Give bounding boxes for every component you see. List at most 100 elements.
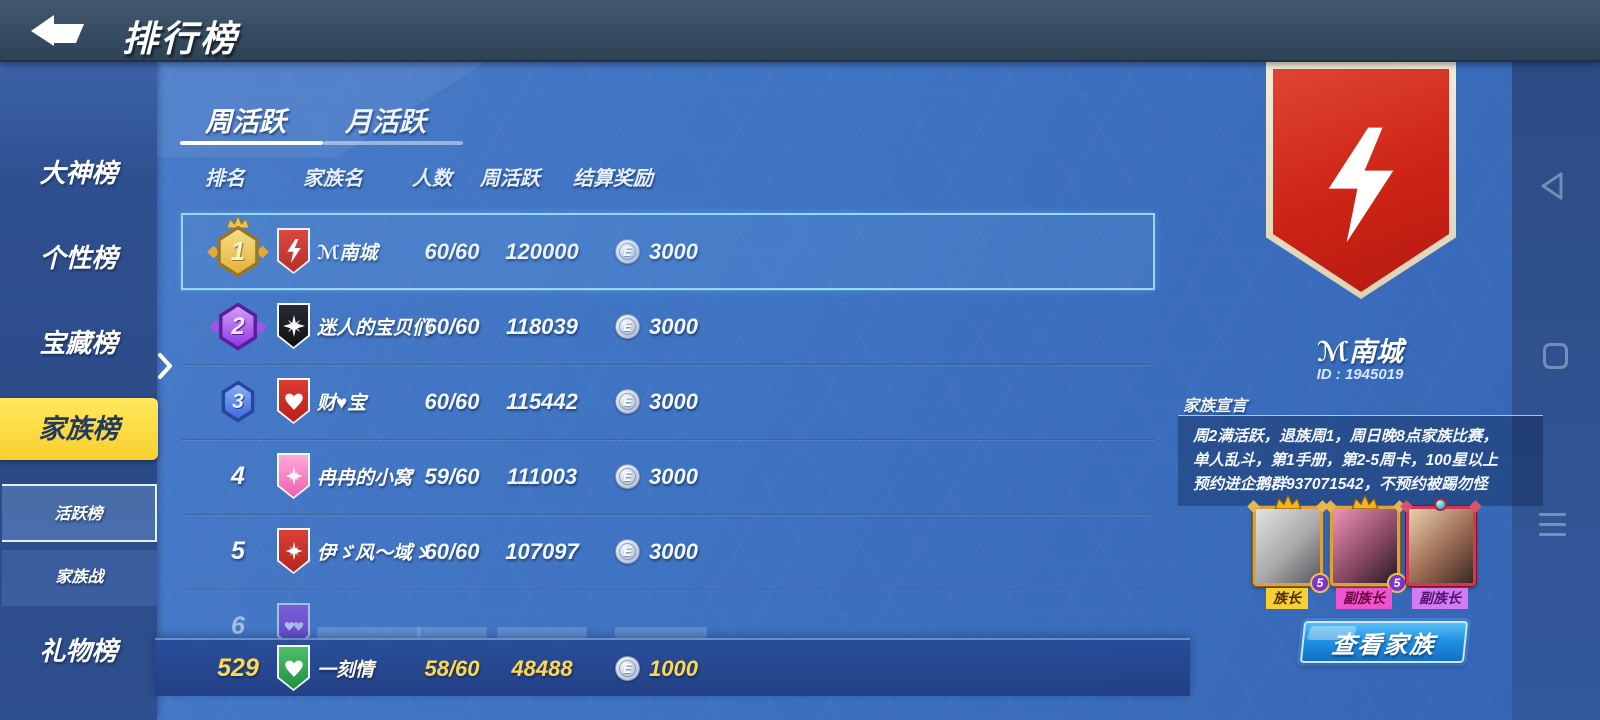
clan-weekly-active: 107097: [505, 538, 579, 564]
rank-number: 6: [231, 612, 245, 640]
my-clan-reward: E 1000: [615, 631, 698, 706]
manifesto-divider: [1178, 415, 1543, 416]
red-avatar-frame: [1406, 506, 1476, 586]
my-clan-row[interactable]: 529 一刻情 58/60 48488 E 1000: [155, 638, 1190, 696]
role-label-vice-leader: 副族长: [1336, 588, 1392, 609]
column-header-reward: 结算奖励: [573, 168, 653, 190]
my-clan-weekly-active: 48488: [511, 655, 573, 681]
e-coin-icon: E: [615, 239, 640, 264]
clan-name: ℳ南城: [317, 243, 378, 264]
column-header-members: 人数: [412, 168, 452, 190]
sidebar-item-gift-rank[interactable]: 礼物榜: [39, 636, 118, 666]
clan-name: 伊ゞ风〜域ゞ: [317, 543, 432, 564]
rank-number: 5: [231, 537, 245, 565]
clan-members: 60/60: [424, 238, 480, 264]
clan-reward: E 3000: [615, 289, 698, 364]
crown-icon: [1351, 494, 1379, 509]
column-header-clan-name: 家族名: [303, 168, 363, 190]
view-clan-button[interactable]: 查看家族: [1299, 621, 1469, 663]
clan-panel-name: ℳ南城: [1317, 337, 1403, 367]
clipped-text: [615, 627, 707, 638]
nav-recent-icon[interactable]: [1543, 343, 1568, 369]
level-badge: 5: [1310, 573, 1330, 593]
manifesto-box: [1178, 416, 1543, 506]
column-header-rank: 排名: [205, 168, 245, 190]
sidebar-subitem-clan-war[interactable]: 家族战: [2, 550, 157, 606]
manifesto-title: 家族宣言: [1183, 398, 1248, 415]
tab-underline-idle: [323, 141, 463, 145]
table-row[interactable]: 4 冉冉的小窝 59/60 111003 E 3000: [181, 439, 1155, 514]
my-clan-name: 一刻情: [317, 660, 375, 681]
clan-panel-id: ID : 1945019: [1316, 366, 1404, 383]
clan-name: 冉冉的小窝: [317, 468, 413, 489]
lightning-emblem-icon: [1273, 69, 1449, 292]
avatar-photo: [1333, 509, 1397, 583]
back-button[interactable]: [28, 13, 86, 49]
table-row[interactable]: 1 ℳ南城 60/60 120000 E 3000: [181, 214, 1155, 289]
clipped-text: [317, 627, 421, 638]
clan-members: 59/60: [424, 463, 480, 489]
clipped-text: [417, 627, 487, 638]
manifesto-line: 预约进企鹅群937071542，不预约被踢勿怪: [1193, 476, 1488, 493]
clan-reward: E 3000: [615, 514, 698, 589]
tab-monthly-active[interactable]: 月活跃: [345, 107, 426, 137]
sidebar-item-personality-rank[interactable]: 个性榜: [39, 243, 118, 273]
clan-weekly-active: 120000: [505, 238, 579, 264]
my-clan-members: 58/60: [424, 655, 480, 681]
sidebar-subitem-active-rank[interactable]: 活跃榜: [2, 484, 157, 542]
crown-icon: [226, 214, 250, 228]
e-coin-icon: E: [615, 656, 640, 681]
top-bar: 排行榜: [0, 0, 1600, 62]
tab-underline-active: [180, 141, 323, 145]
clan-reward: E 3000: [615, 364, 698, 439]
gold-avatar-frame: [1330, 506, 1400, 586]
avatar-photo: [1409, 509, 1473, 583]
table-row[interactable]: 3 财♥宝 60/60 115442 E 3000: [181, 364, 1155, 439]
clan-name: 财♥宝: [317, 393, 367, 414]
nav-menu-icon[interactable]: [1539, 513, 1566, 543]
my-rank: 529: [217, 654, 259, 682]
back-arrow-icon: [31, 15, 84, 46]
table-row[interactable]: 2 迷人的宝贝们 60/60 118039 E 3000: [181, 289, 1155, 364]
role-label-vice-leader: 副族长: [1412, 588, 1468, 609]
e-coin-icon: E: [615, 539, 640, 564]
role-label-leader: 族长: [1266, 588, 1308, 609]
gem-icon: [1434, 498, 1447, 511]
rank-medal-1: 1: [181, 214, 295, 289]
nav-back-icon[interactable]: [1538, 170, 1566, 202]
sidebar-item-clan-rank[interactable]: 家族榜: [0, 398, 158, 460]
column-header-weekly-active: 周活跃: [480, 168, 540, 190]
clan-leader-avatar[interactable]: 5: [1247, 494, 1330, 593]
right-edge-strip: [1512, 62, 1600, 720]
sidebar: 大神榜 个性榜 宝藏榜 家族榜 活跃榜 家族战 礼物榜: [0, 62, 158, 720]
sidebar-item-treasure-rank[interactable]: 宝藏榜: [39, 328, 118, 358]
gold-avatar-frame: [1253, 506, 1323, 586]
e-coin-icon: E: [615, 464, 640, 489]
clan-vice-leader-avatar[interactable]: [1400, 498, 1482, 586]
rank-medal-3: 3: [181, 364, 295, 439]
table-row[interactable]: 5 伊ゞ风〜域ゞ 60/60 107097 E 3000: [181, 514, 1155, 589]
crown-icon: [1274, 494, 1302, 509]
e-coin-icon: E: [615, 389, 640, 414]
clan-weekly-active: 115442: [506, 388, 578, 414]
rank-medal-2: 2: [181, 289, 295, 364]
avatar-photo: [1256, 509, 1320, 583]
manifesto-line: 单人乱斗，第1手册，第2-5周卡，100星以上: [1193, 452, 1498, 469]
e-coin-icon: E: [615, 314, 640, 339]
rank-number: 4: [231, 462, 245, 490]
chevron-right-icon: [158, 353, 172, 379]
manifesto-line: 周2满活跃，退族周1，周日晚8点家族比赛，: [1193, 428, 1498, 445]
clan-members: 60/60: [424, 313, 480, 339]
clan-name: 迷人的宝贝们: [317, 318, 432, 339]
clan-weekly-active: 111003: [506, 463, 578, 489]
clan-weekly-active: 118039: [506, 313, 578, 339]
clan-members: 60/60: [424, 388, 480, 414]
sidebar-item-god-rank[interactable]: 大神榜: [39, 158, 118, 188]
clan-vice-leader-avatar[interactable]: 5: [1324, 494, 1407, 593]
clan-members: 60/60: [424, 538, 480, 564]
row-highlight-border: [181, 213, 1155, 290]
tab-weekly-active[interactable]: 周活跃: [205, 107, 286, 137]
clan-reward: E 3000: [615, 439, 698, 514]
clipped-text: [497, 627, 587, 638]
